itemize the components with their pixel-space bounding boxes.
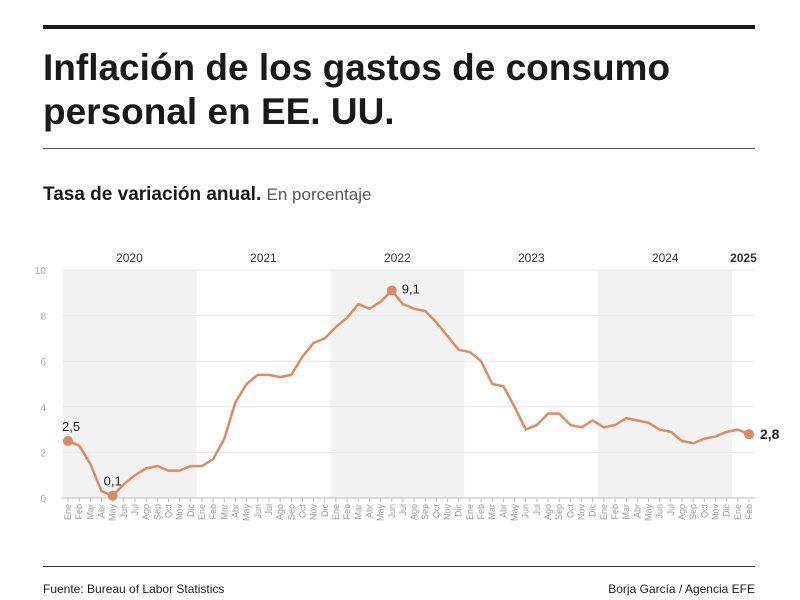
x-tick-label: Jul xyxy=(532,504,542,516)
x-tick-label: Dic xyxy=(186,504,196,517)
x-tick-label: Jun xyxy=(387,504,397,519)
x-tick-label: May xyxy=(108,504,118,522)
x-tick-label: Abr xyxy=(498,504,508,518)
x-tick-label: Sep xyxy=(688,504,698,520)
x-tick-label: Sep xyxy=(152,504,162,520)
x-tick-label: Ago xyxy=(141,504,151,520)
x-tick-label: Sep xyxy=(554,504,564,520)
x-tick-label: Nov xyxy=(443,504,453,521)
x-tick-label: Feb xyxy=(74,504,84,520)
highlight-point xyxy=(386,285,397,296)
x-tick-label: May xyxy=(644,504,654,522)
x-tick-label: Abr xyxy=(96,504,106,518)
source-text: Fuente: Bureau of Labor Statistics xyxy=(43,582,225,596)
y-tick-label: 0 xyxy=(40,494,46,505)
x-tick-label: Oct xyxy=(565,504,575,519)
x-tick-label: Nov xyxy=(175,504,185,521)
year-band xyxy=(330,270,465,498)
x-tick-label: Sep xyxy=(286,504,296,520)
data-label: 9,1 xyxy=(402,282,420,297)
x-tick-label: Jun xyxy=(119,504,129,519)
x-tick-label: Mar xyxy=(353,504,363,520)
x-tick-label: Oct xyxy=(431,504,441,519)
x-tick-label: Jul xyxy=(264,504,274,516)
x-tick-label: Jul xyxy=(666,504,676,516)
x-tick-label: Abr xyxy=(230,504,240,518)
x-tick-label: Ago xyxy=(543,504,553,520)
x-tick-label: Ago xyxy=(409,504,419,520)
x-tick-label: Feb xyxy=(476,504,486,520)
x-tick-label: Dic xyxy=(320,504,330,517)
x-tick-label: Jun xyxy=(655,504,665,519)
subtitle-bold: Tasa de variación anual. xyxy=(43,184,262,205)
x-tick-label: Oct xyxy=(699,504,709,519)
y-tick-label: 4 xyxy=(40,403,46,414)
x-tick-label: Mar xyxy=(621,504,631,520)
x-tick-label: Feb xyxy=(744,504,754,520)
x-tick-label: Jun xyxy=(521,504,531,519)
y-tick-label: 6 xyxy=(40,357,46,368)
data-label: 0,1 xyxy=(104,474,122,489)
highlight-point xyxy=(63,436,73,446)
data-label: 2,5 xyxy=(62,419,80,434)
top-rule xyxy=(43,25,755,29)
year-label: 2023 xyxy=(518,251,545,265)
subtitle-unit: En porcentaje xyxy=(266,185,372,204)
x-tick-label: Jul xyxy=(398,504,408,516)
x-tick-label: Nov xyxy=(309,504,319,521)
y-tick-label: 8 xyxy=(40,312,46,323)
title-divider xyxy=(43,148,755,149)
x-tick-label: Feb xyxy=(610,504,620,520)
x-tick-label: Nov xyxy=(711,504,721,521)
year-band xyxy=(598,270,733,498)
data-label: 2,8 xyxy=(760,426,780,442)
x-tick-label: Oct xyxy=(297,504,307,519)
x-tick-label: Ene xyxy=(331,504,341,520)
x-tick-label: Ene xyxy=(733,504,743,520)
highlight-point xyxy=(744,429,754,440)
y-tick-label: 10 xyxy=(35,266,47,277)
year-label: 2025 xyxy=(730,251,757,265)
footer-divider xyxy=(43,566,755,567)
x-tick-label: Ago xyxy=(677,504,687,520)
year-label: 2022 xyxy=(384,251,411,265)
x-tick-label: Mar xyxy=(219,504,229,520)
year-band xyxy=(62,270,197,498)
x-tick-label: Dic xyxy=(454,504,464,517)
x-tick-label: Ene xyxy=(599,504,609,520)
x-tick-label: Ene xyxy=(63,504,73,520)
x-tick-label: Oct xyxy=(163,504,173,519)
x-tick-label: Feb xyxy=(208,504,218,520)
x-tick-label: Dic xyxy=(588,504,598,517)
x-tick-label: Jun xyxy=(253,504,263,519)
year-label: 2020 xyxy=(116,251,143,265)
x-tick-label: Ago xyxy=(275,504,285,520)
x-tick-label: Feb xyxy=(342,504,352,520)
x-tick-label: May xyxy=(376,504,386,522)
highlight-point xyxy=(107,490,118,501)
series-line xyxy=(67,289,750,497)
x-tick-label: Sep xyxy=(420,504,430,520)
x-tick-label: Jul xyxy=(130,504,140,516)
x-tick-label: Mar xyxy=(85,504,95,520)
x-tick-label: Abr xyxy=(364,504,374,518)
x-tick-label: Abr xyxy=(632,504,642,518)
chart-subtitle: Tasa de variación anual. En porcentaje xyxy=(43,184,371,206)
credit-text: Borja García / Agencia EFE xyxy=(608,582,755,596)
x-tick-label: Dic xyxy=(722,504,732,517)
x-tick-label: May xyxy=(242,504,252,522)
x-tick-label: Ene xyxy=(465,504,475,520)
x-tick-label: Nov xyxy=(577,504,587,521)
x-tick-label: Ene xyxy=(197,504,207,520)
year-label: 2024 xyxy=(652,251,679,265)
chart-title: Inflación de los gastos de consumo perso… xyxy=(43,47,671,132)
x-tick-label: May xyxy=(510,504,520,522)
y-tick-label: 2 xyxy=(40,448,46,459)
x-tick-label: Mar xyxy=(487,504,497,520)
year-label: 2021 xyxy=(250,251,277,265)
